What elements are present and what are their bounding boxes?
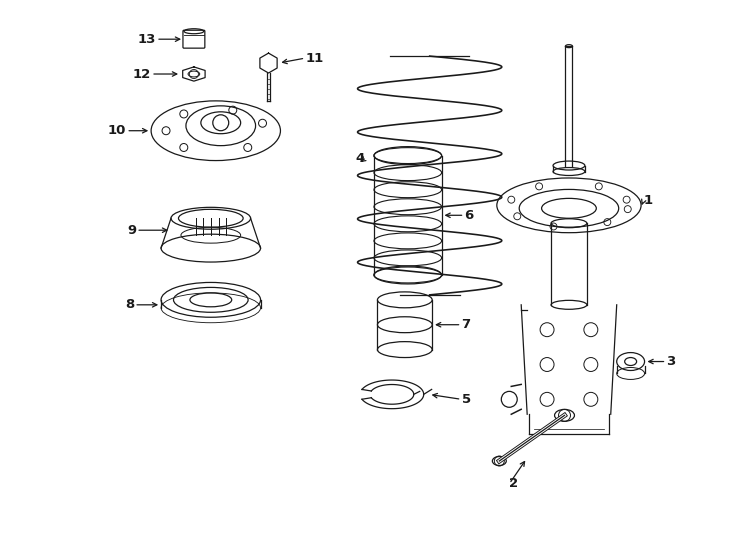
Text: 11: 11 <box>305 52 324 65</box>
Text: 6: 6 <box>465 209 473 222</box>
Text: 13: 13 <box>138 33 156 46</box>
Text: 5: 5 <box>462 393 470 406</box>
Text: 8: 8 <box>125 298 134 312</box>
Text: 4: 4 <box>356 152 365 165</box>
Text: 3: 3 <box>666 355 676 368</box>
Text: 9: 9 <box>127 224 137 237</box>
Text: 2: 2 <box>509 477 518 490</box>
Text: 12: 12 <box>133 68 151 80</box>
Text: 1: 1 <box>644 194 653 207</box>
Text: 10: 10 <box>108 124 126 137</box>
Text: 7: 7 <box>462 318 470 331</box>
